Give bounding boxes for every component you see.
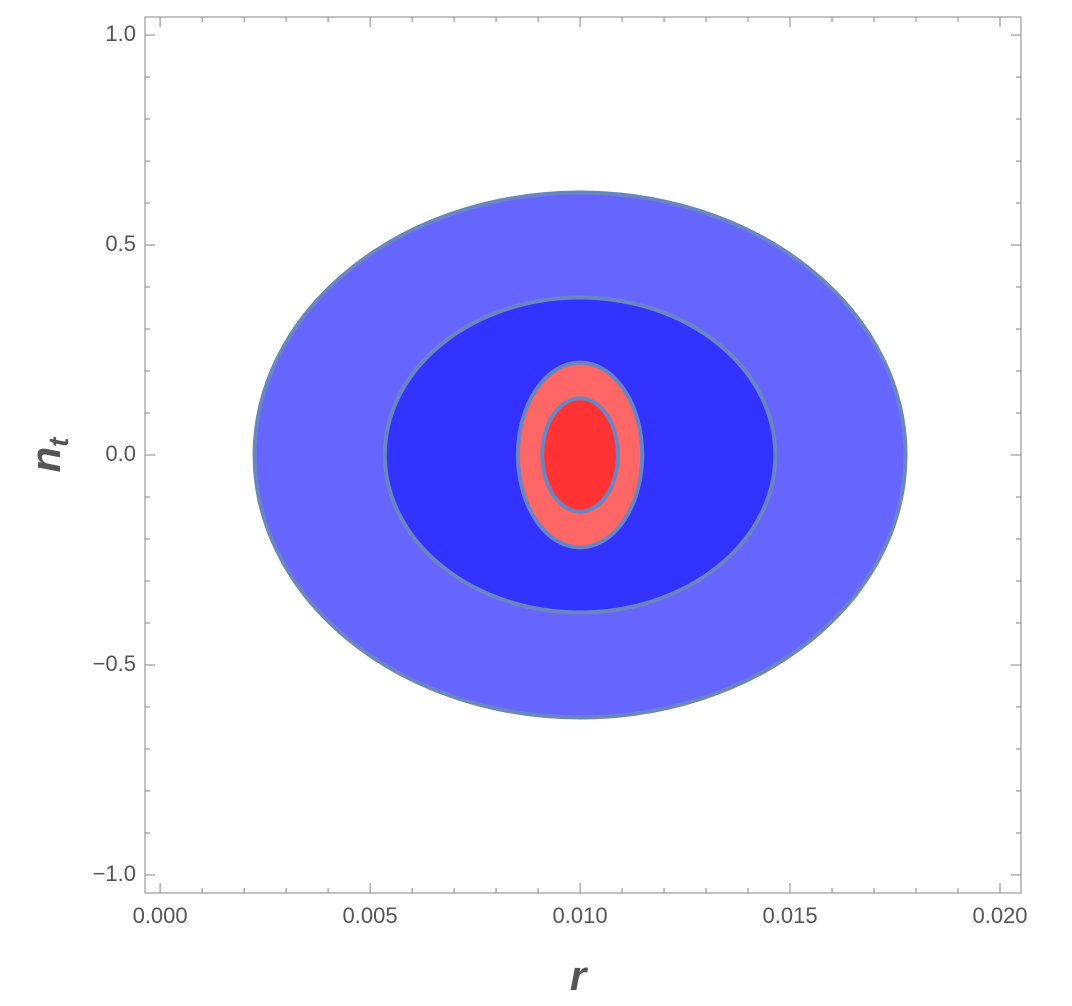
y-axis-label-base: n [22, 447, 69, 473]
y-axis-label: nt [22, 436, 74, 473]
x-tick-label: 0.010 [553, 903, 608, 928]
y-tick-label: −0.5 [93, 651, 136, 676]
x-tick-label: 0.015 [763, 903, 818, 928]
y-axis-label-subscript: t [43, 436, 74, 447]
y-tick-label: 1.0 [105, 21, 136, 46]
y-tick-label: −1.0 [93, 861, 136, 886]
y-tick-label: 0.0 [105, 441, 136, 466]
x-tick-label: 0.005 [343, 903, 398, 928]
y-tick-label: 0.5 [105, 231, 136, 256]
x-tick-label: 0.020 [972, 903, 1027, 928]
contour-region [540, 396, 620, 514]
x-axis-label: r [570, 952, 589, 999]
x-tick-label: 0.000 [133, 903, 188, 928]
